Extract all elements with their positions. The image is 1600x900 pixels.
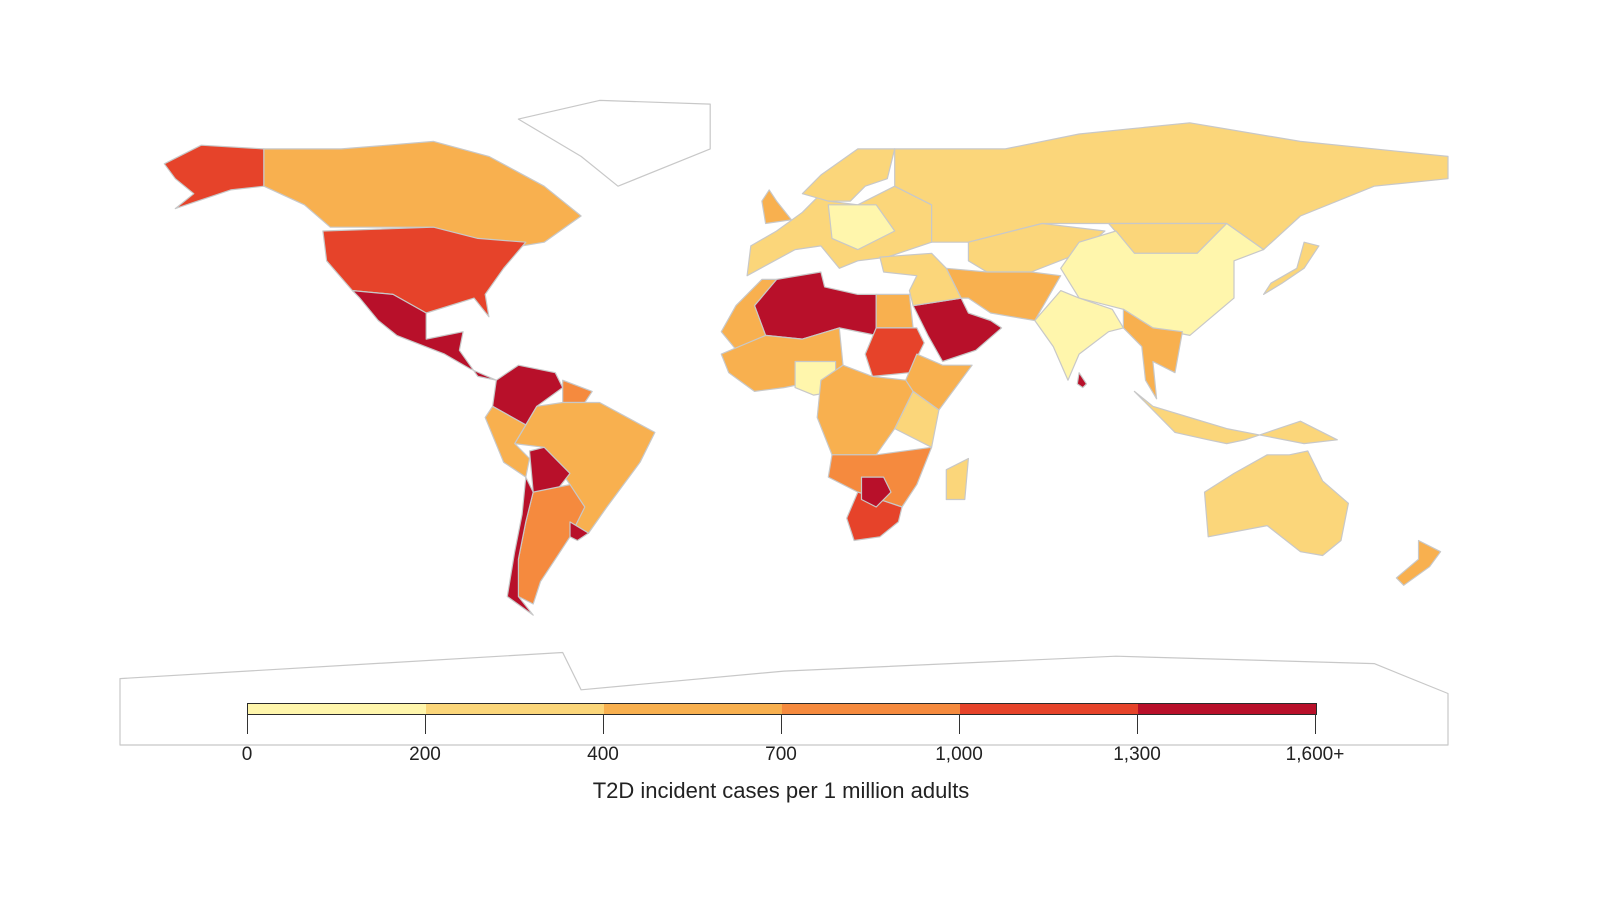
legend-tick-label: 1,300 — [1113, 744, 1161, 765]
region-united-states — [322, 226, 527, 318]
region-madagascar — [945, 457, 970, 501]
legend-bin-2 — [604, 704, 782, 714]
legend-bin-3 — [782, 704, 960, 714]
legend-bin-4 — [960, 704, 1138, 714]
region-united-kingdom — [761, 189, 793, 225]
legend-tick-label: 1,600+ — [1285, 744, 1345, 765]
legend-tick-label: 1,000 — [935, 744, 983, 765]
region-bolivia — [528, 446, 571, 493]
legend-tick — [247, 714, 248, 734]
region-india — [1034, 290, 1125, 381]
legend-tick — [425, 714, 426, 734]
legend-tick-label: 400 — [587, 744, 619, 765]
region-russia — [894, 122, 1449, 251]
region-antarctica — [119, 651, 1449, 746]
legend-bin-0 — [248, 704, 426, 714]
region-canada — [263, 140, 582, 254]
region-greenland — [517, 99, 711, 187]
legend-tick-label: 0 — [241, 744, 253, 765]
region-uruguay — [569, 521, 590, 542]
region-central-asia — [967, 222, 1106, 273]
legend-tick-label: 200 — [409, 744, 441, 765]
region-alaska-usa — [163, 144, 265, 210]
legend-tick — [1137, 714, 1138, 734]
region-central-africa — [816, 364, 914, 456]
legend-bin-1 — [426, 704, 604, 714]
region-indonesia — [1133, 390, 1338, 445]
color-legend-bar — [247, 703, 1317, 715]
legend-title: T2D incident cases per 1 million adults — [592, 778, 970, 803]
legend-bin-5 — [1138, 704, 1316, 714]
region-japan — [1262, 241, 1320, 295]
region-turkey-levant — [879, 252, 962, 307]
legend-tick-label: 700 — [765, 744, 797, 765]
legend-tick — [959, 714, 960, 734]
region-sri-lanka — [1076, 372, 1088, 389]
region-australia — [1203, 450, 1350, 557]
region-south-africa — [846, 491, 903, 542]
region-arabian-peninsula — [912, 297, 1003, 363]
region-chile — [506, 476, 534, 616]
region-scandinavia — [801, 148, 896, 202]
region-new-zealand — [1395, 539, 1442, 586]
legend-tick — [603, 714, 604, 734]
region-peru-ecuador — [484, 405, 531, 478]
region-mexico-central-america — [351, 290, 497, 381]
region-central-eastern-europe — [827, 204, 896, 251]
region-botswana — [860, 476, 892, 508]
region-southeast-asia — [1122, 308, 1184, 400]
region-egypt — [875, 293, 914, 329]
legend-tick — [1315, 714, 1316, 734]
region-guianas — [562, 379, 593, 404]
legend-tick — [781, 714, 782, 734]
region-iran-afghanistan-pakistan — [945, 267, 1062, 322]
